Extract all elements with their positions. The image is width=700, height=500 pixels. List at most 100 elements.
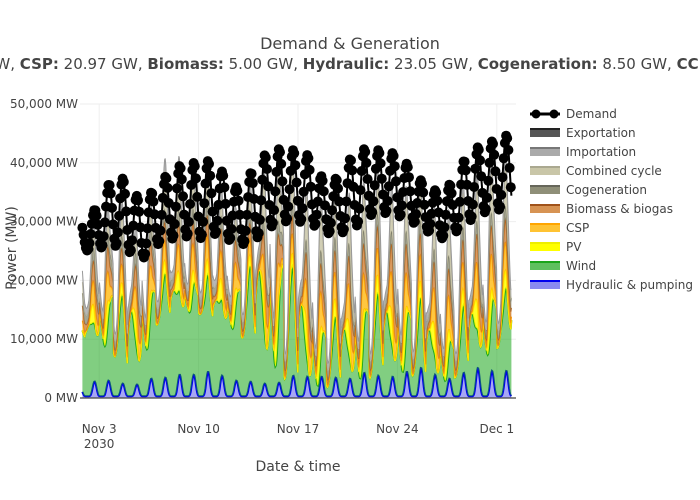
demand-point [502, 133, 513, 144]
legend-label: Biomass & biogas [566, 202, 673, 216]
demand-point [290, 160, 301, 171]
demand-point [324, 226, 335, 237]
demand-point [257, 174, 268, 185]
legend-item-wind[interactable]: Wind [530, 259, 596, 273]
demand-point [84, 238, 95, 249]
legend-swatch [530, 281, 560, 289]
legend-swatch [530, 262, 560, 270]
legend-label: Wind [566, 259, 596, 273]
demand-point [91, 210, 102, 221]
chart-subtitle: W, CSP: 20.97 GW, Biomass: 5.00 GW, Hydr… [0, 55, 700, 73]
x-tick-label: Nov 3 [82, 422, 117, 436]
x-tick-label: Dec 1 [479, 422, 514, 436]
demand-point [356, 166, 367, 176]
legend-swatch [530, 129, 560, 137]
y-tick-label: 10,000 MW [10, 332, 78, 346]
demand-point [360, 146, 371, 157]
demand-point [346, 155, 356, 166]
demand-point [205, 170, 216, 181]
demand-point [254, 214, 265, 225]
demand-point [147, 188, 158, 199]
legend-item-cogeneration[interactable]: Cogeneration [530, 183, 647, 197]
demand-point [327, 205, 338, 216]
demand-point [284, 184, 295, 195]
demand-point [367, 207, 378, 218]
legend-item-hydraulic-pumping[interactable]: Hydraulic & pumping [530, 278, 693, 292]
subtitle-label-3: Hydraulic: [302, 55, 390, 73]
demand-point [232, 185, 243, 196]
legend-swatch [530, 224, 560, 232]
demand-point [239, 236, 250, 247]
legend-swatch [530, 205, 560, 213]
legend-item-combined-cycle[interactable]: Combined cycle [530, 164, 662, 178]
legend-item-importation[interactable]: Importation [530, 145, 636, 159]
demand-point [185, 199, 196, 209]
legend-item-biomass-biogas[interactable]: Biomass & biogas [530, 202, 673, 216]
x-axis-title: Date & time [256, 459, 341, 475]
demand-point [459, 156, 470, 167]
demand-point [120, 188, 130, 199]
demand-point [206, 188, 217, 199]
legend-item-demand[interactable]: Demand [530, 107, 617, 121]
subtitle-label-4: Cogeneration: [477, 55, 598, 73]
demand-point [484, 157, 495, 168]
demand-point [199, 198, 210, 209]
legend-item-pv[interactable]: PV [530, 240, 582, 254]
demand-point [439, 222, 450, 233]
y-tick-label: 50,000 MW [10, 97, 78, 111]
demand-point [381, 205, 392, 216]
demand-point [211, 226, 222, 237]
demand-point [476, 171, 487, 182]
line-csp [81, 233, 512, 388]
y-tick-label: 40,000 MW [10, 156, 78, 170]
demand-point [118, 176, 129, 187]
demand-point [105, 188, 116, 199]
demand-point [466, 211, 477, 222]
demand-point [247, 178, 258, 189]
demand-point [310, 218, 321, 229]
demand-point [141, 238, 152, 249]
legend-item-exportation[interactable]: Exportation [530, 126, 636, 140]
demand-point [475, 155, 485, 166]
demand-point [340, 213, 351, 224]
demand-point [234, 209, 245, 220]
demand-point [495, 201, 506, 212]
demand-point [391, 176, 401, 187]
demand-point [404, 172, 414, 183]
demand-point [200, 178, 211, 189]
demand-point [156, 209, 167, 220]
demand-point [503, 145, 514, 155]
demand-point [497, 172, 508, 183]
y-axis-title: Power (MW) [4, 206, 20, 290]
demand-point [303, 153, 314, 164]
demand-point [108, 219, 119, 230]
demand-point [354, 203, 365, 214]
demand-point [275, 147, 285, 158]
demand-point [334, 196, 345, 207]
demand-point [220, 198, 231, 209]
subtitle-value-3: 23.05 GW, [389, 55, 478, 73]
legend-label: Combined cycle [566, 164, 662, 178]
legend-label: Demand [566, 107, 617, 121]
demand-point [296, 214, 307, 225]
demand-point [189, 161, 200, 172]
demand-point [191, 173, 201, 184]
demand-point [107, 202, 117, 213]
subtitle-label-2: Biomass: [147, 55, 224, 73]
demand-point [98, 231, 109, 242]
legend-item-csp[interactable]: CSP [530, 221, 589, 235]
x-tick-label: Nov 24 [376, 422, 419, 436]
demand-point [374, 148, 385, 158]
legend-swatch [530, 167, 560, 175]
demand-point [183, 216, 194, 227]
demand-point [218, 170, 229, 181]
y-tick-label: 20,000 MW [10, 273, 78, 287]
legend[interactable]: Demand Exportation Importation Combined cyc… [530, 107, 693, 292]
demand-point [212, 215, 223, 226]
demand-point [395, 209, 406, 220]
demand-point [260, 152, 271, 163]
legend-label: CSP [566, 221, 589, 235]
demand-point [368, 196, 379, 207]
demand-point [505, 182, 516, 193]
demand-point [483, 175, 494, 186]
